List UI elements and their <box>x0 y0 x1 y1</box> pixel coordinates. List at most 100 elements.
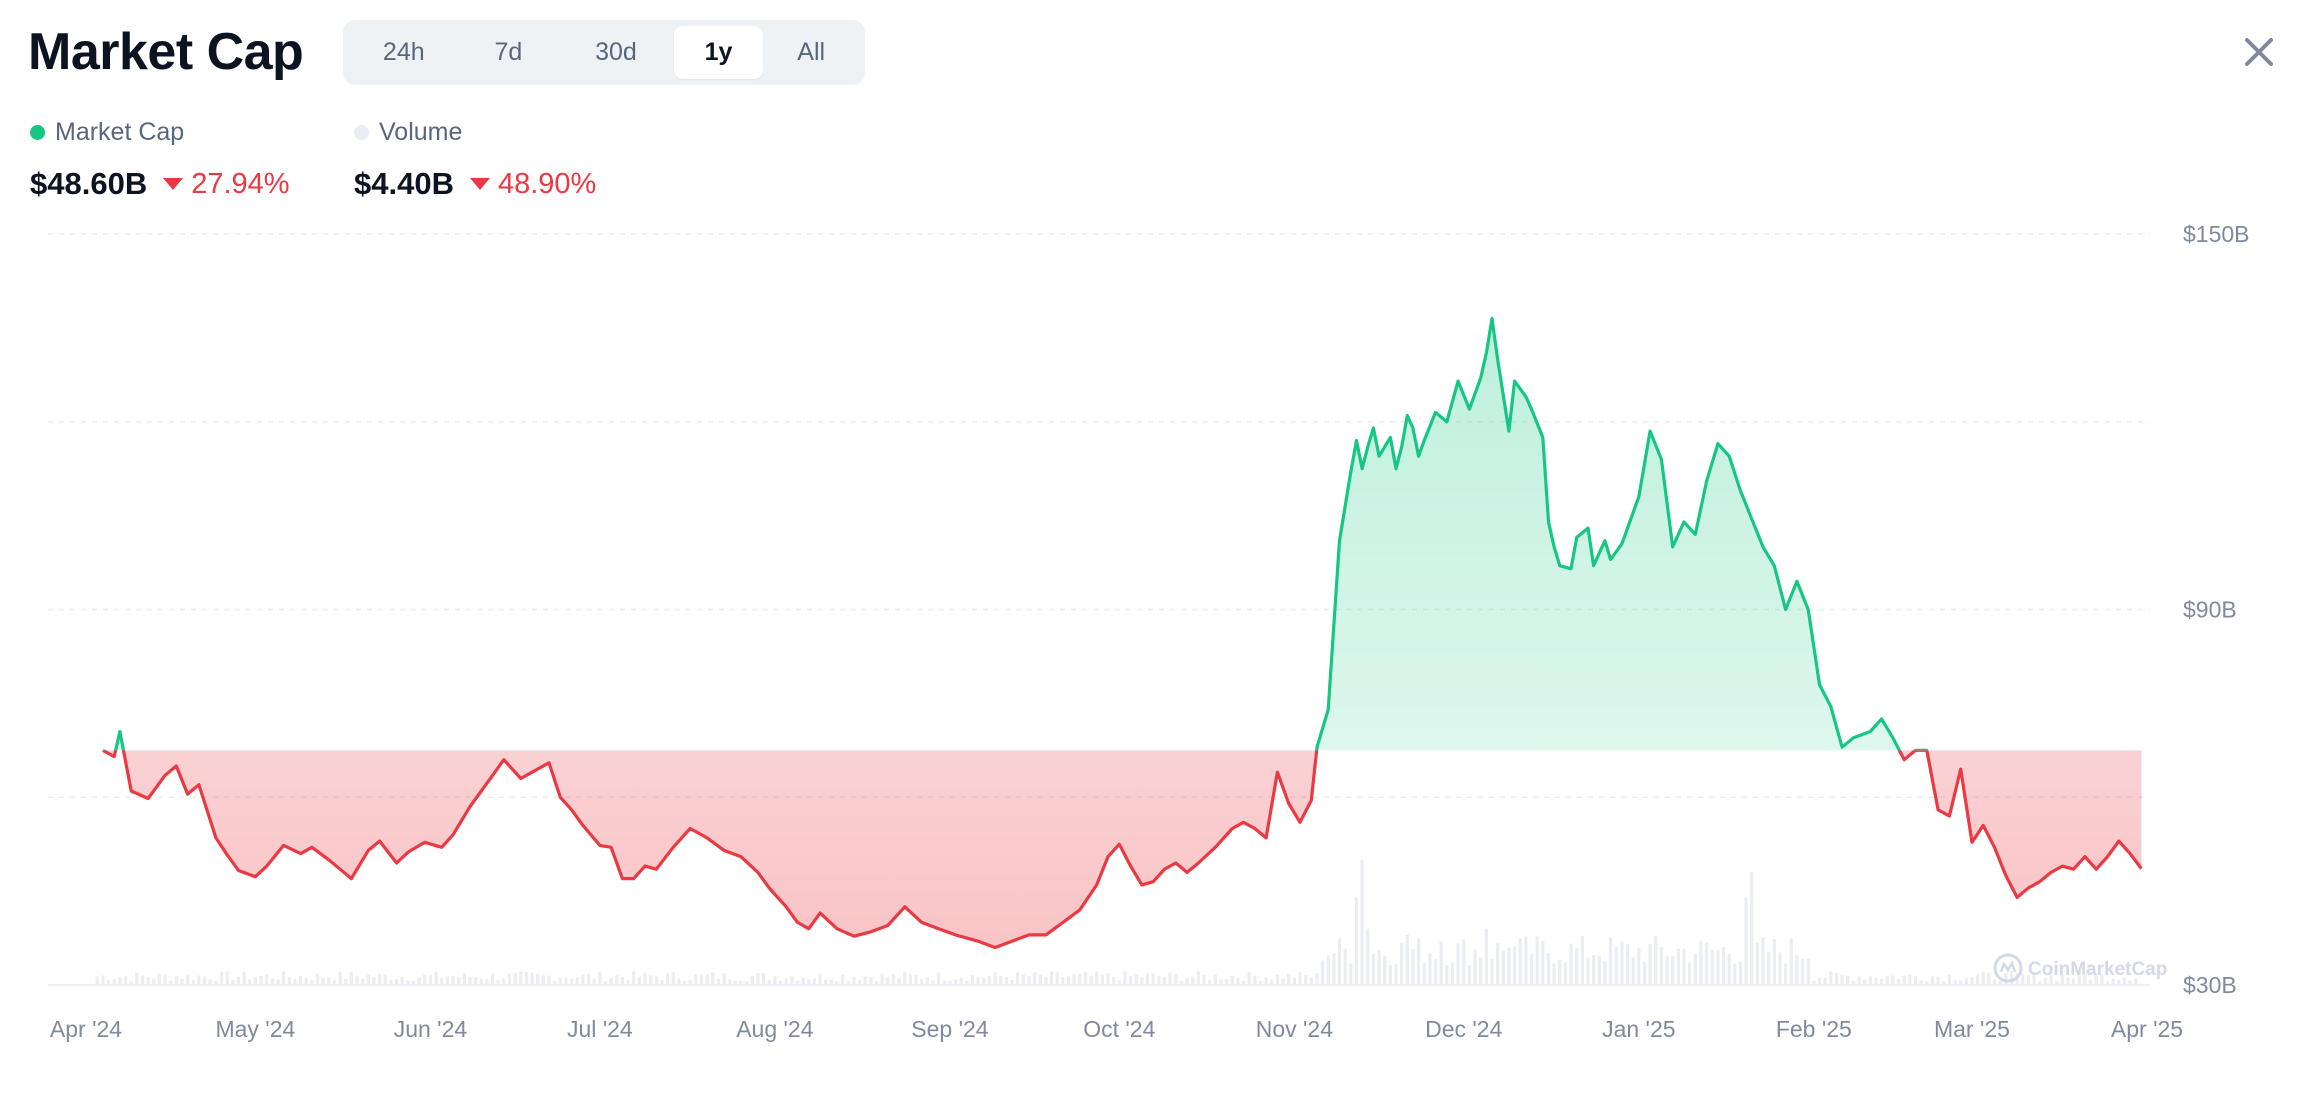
volume-bar <box>1902 975 1906 985</box>
y-axis-labels: $150B $90B $30B <box>2183 221 2250 998</box>
volume-bar <box>1953 980 1957 985</box>
x-tick-label: Nov '24 <box>1256 1016 1333 1042</box>
volume-bar <box>1044 976 1048 985</box>
volume-bar <box>790 976 794 985</box>
volume-bar <box>344 978 348 985</box>
volume-bar <box>191 979 195 985</box>
volume-bar <box>1891 975 1895 985</box>
volume-bar <box>1936 976 1940 985</box>
volume-bar <box>1496 943 1500 985</box>
volume-bar <box>1964 978 1968 985</box>
volume-bar <box>1563 962 1568 985</box>
volume-bar <box>135 972 139 985</box>
volume-bar <box>1439 941 1443 985</box>
volume-bar <box>1106 972 1110 985</box>
volume-bar <box>1998 981 2002 985</box>
volume-bar <box>1625 944 1630 985</box>
volume-bar <box>1597 956 1601 985</box>
volume-bar <box>2021 973 2025 985</box>
volume-bar <box>1038 974 1042 985</box>
volume-bar <box>1236 978 1240 985</box>
volume-bar <box>1817 977 1822 985</box>
volume-bar <box>1241 981 1246 985</box>
volume-bar <box>1264 977 1268 985</box>
volume-bar <box>784 978 788 985</box>
volume-bar <box>157 973 162 985</box>
volume-bar <box>1738 961 1743 985</box>
volume-bar <box>1806 958 1810 985</box>
volume-bar <box>1078 973 1082 985</box>
volume-bar <box>1129 975 1133 985</box>
tab-all[interactable]: All <box>797 38 826 66</box>
caret-down-icon <box>163 178 184 190</box>
volume-bar <box>1772 939 1776 985</box>
volume-bar <box>524 971 529 985</box>
tab-24h[interactable]: 24h <box>382 38 425 66</box>
volume-bar <box>2100 974 2104 985</box>
volume-bar <box>400 976 404 985</box>
volume-bar <box>1422 962 1426 985</box>
volume-bar <box>1157 976 1161 985</box>
volume-bar <box>1704 942 1709 985</box>
volume-bar <box>1800 958 1805 985</box>
volume-bar <box>553 981 557 985</box>
volume-bar <box>101 975 105 985</box>
volume-bar <box>1535 936 1539 985</box>
tab-30d[interactable]: 30d <box>595 38 637 66</box>
volume-bar <box>1512 946 1517 985</box>
volume-change: 48.90% <box>497 167 597 200</box>
volume-bar <box>1603 961 1607 985</box>
volume-bar <box>219 971 224 985</box>
volume-bar <box>1541 941 1545 985</box>
volume-bar <box>908 974 912 985</box>
volume-bar <box>1614 946 1618 985</box>
legend-volume[interactable]: Volume <box>354 118 462 147</box>
volume-bar <box>411 980 416 985</box>
volume-bar <box>1970 976 1974 985</box>
volume-bar <box>857 980 862 985</box>
volume-bar <box>1913 976 1918 985</box>
volume-bar <box>677 978 681 985</box>
x-tick-label: Jan '25 <box>1602 1016 1675 1042</box>
volume-bar <box>315 973 320 985</box>
volume-bar <box>225 971 229 985</box>
volume-bar <box>603 981 608 985</box>
volume-bar <box>891 973 896 985</box>
volume-bar <box>1281 978 1285 985</box>
volume-bar <box>1479 957 1483 985</box>
legend-market-cap[interactable]: Market Cap <box>30 118 184 147</box>
tab-1y[interactable]: 1y <box>673 26 764 79</box>
volume-bar <box>1930 976 1935 985</box>
volume-bar <box>1580 936 1584 985</box>
volume-bar <box>1959 980 1963 985</box>
volume-bar <box>835 981 839 985</box>
volume-bar <box>1727 954 1731 985</box>
volume-bar <box>304 977 308 985</box>
coinmarketcap-logo-icon <box>1993 953 2023 983</box>
volume-bar <box>1004 977 1008 985</box>
tab-7d[interactable]: 7d <box>494 38 523 66</box>
volume-bar <box>428 974 433 985</box>
volume-bar <box>570 979 574 985</box>
volume-bar <box>897 977 901 985</box>
x-tick-label: Sep '24 <box>911 1016 988 1042</box>
volume-bar <box>1834 973 1839 985</box>
volume-bar <box>186 974 190 985</box>
volume-bar <box>1767 952 1771 985</box>
volume-bar <box>982 977 986 985</box>
volume-bar <box>355 976 359 985</box>
volume-bar <box>1151 973 1155 985</box>
volume-bar <box>507 973 512 985</box>
volume-bar <box>2032 972 2036 985</box>
line-below-baseline <box>102 750 2143 950</box>
volume-bar <box>778 980 783 985</box>
volume-bar <box>1304 975 1308 985</box>
volume-bar <box>1213 974 1217 985</box>
close-icon[interactable] <box>2237 30 2281 74</box>
volume-bar <box>1377 950 1381 985</box>
volume-bar <box>242 971 246 985</box>
volume-bar <box>1010 980 1014 985</box>
volume-bar <box>1688 962 1692 985</box>
x-tick-label: Oct '24 <box>1083 1016 1155 1042</box>
